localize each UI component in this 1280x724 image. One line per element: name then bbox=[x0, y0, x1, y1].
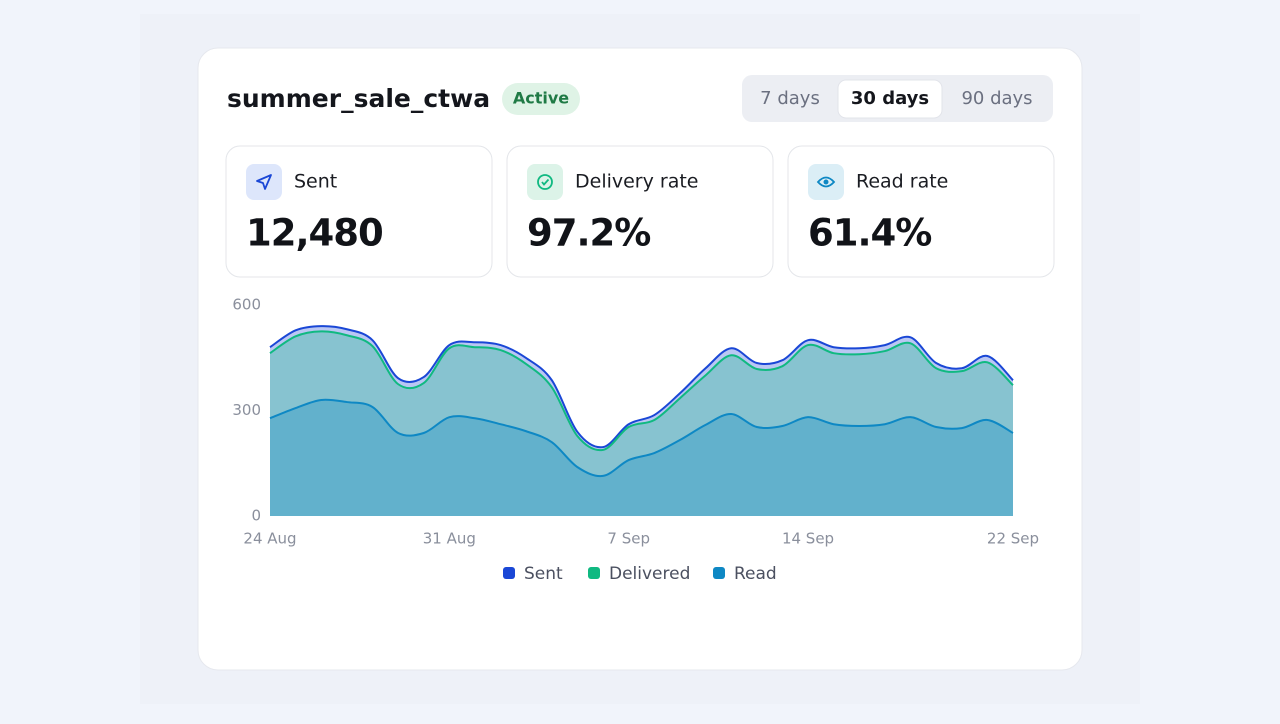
area-fill bbox=[270, 326, 1013, 516]
x-tick-label: 24 Aug bbox=[243, 530, 296, 548]
metric-icon-bg bbox=[527, 164, 563, 200]
legend-label: Delivered bbox=[609, 564, 690, 584]
icon-eye bbox=[823, 179, 829, 185]
icon-eye bbox=[816, 176, 836, 188]
metric-label: Sent bbox=[294, 171, 337, 193]
legend-label: Sent bbox=[524, 564, 563, 584]
metric-icon-bg bbox=[246, 164, 282, 200]
series-line bbox=[269, 398, 1014, 478]
metric-value: 12,480 bbox=[246, 212, 383, 255]
legend-label: Read bbox=[734, 564, 777, 584]
status-badge bbox=[502, 83, 580, 115]
y-tick-label: 300 bbox=[232, 401, 261, 419]
metric-card bbox=[225, 145, 493, 278]
x-tick-label: 14 Sep bbox=[782, 530, 834, 548]
area-fill bbox=[270, 399, 1013, 516]
x-tick-label: 7 Sep bbox=[607, 530, 650, 548]
icon-check bbox=[541, 178, 550, 186]
campaign-title: summer_sale_ctwa bbox=[227, 84, 490, 113]
y-tick-label: 600 bbox=[232, 296, 261, 314]
metric-value: 97.2% bbox=[527, 212, 650, 255]
x-tick-label: 22 Sep bbox=[987, 530, 1039, 548]
metric-label: Delivery rate bbox=[575, 171, 699, 193]
tab[interactable]: 7 days bbox=[760, 88, 820, 109]
y-tick-label: 0 bbox=[251, 507, 261, 525]
metric-card bbox=[787, 145, 1055, 278]
tab[interactable]: 30 days bbox=[851, 88, 929, 109]
icon-send bbox=[256, 174, 272, 190]
tab[interactable]: 90 days bbox=[961, 88, 1032, 109]
legend-swatch bbox=[588, 567, 600, 579]
tab-active-bg bbox=[837, 79, 943, 119]
series-line bbox=[269, 325, 1014, 449]
status-text: Active bbox=[513, 89, 569, 108]
icon-check bbox=[537, 174, 553, 190]
metric-value: 61.4% bbox=[808, 212, 931, 255]
metric-card bbox=[506, 145, 774, 278]
legend-swatch bbox=[713, 567, 725, 579]
legend-swatch bbox=[503, 567, 515, 579]
x-tick-label: 31 Aug bbox=[423, 530, 476, 548]
series-line bbox=[269, 330, 1014, 452]
metric-label: Read rate bbox=[856, 171, 948, 193]
